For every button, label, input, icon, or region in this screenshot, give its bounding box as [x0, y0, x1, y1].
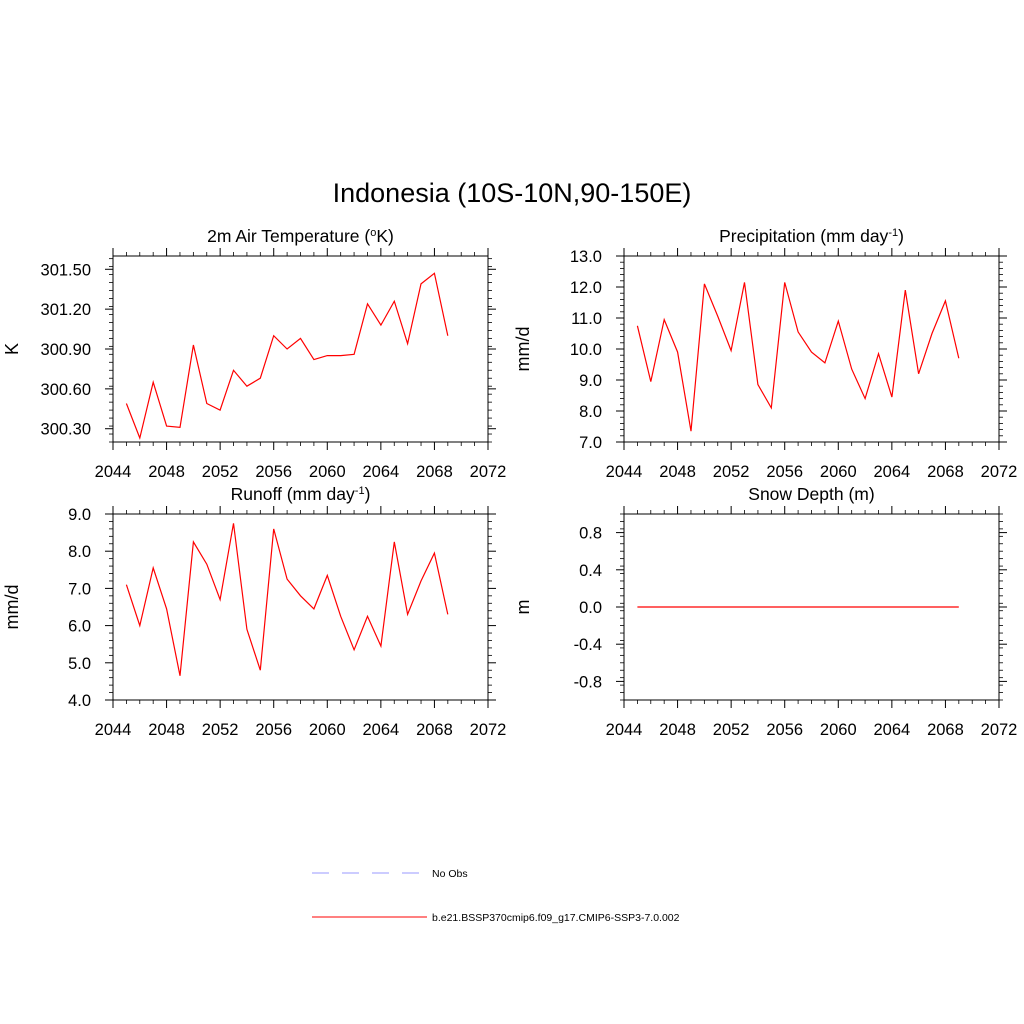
- temperature-xtick-label: 2068: [416, 463, 453, 481]
- precipitation-xtick-label: 2044: [606, 463, 643, 481]
- precipitation-title-main: Precipitation (mm day: [719, 226, 888, 246]
- snow-depth-xtick-label: 2064: [873, 721, 910, 739]
- snow-depth-ytick-label: 0.8: [579, 525, 602, 543]
- precipitation-ytick-label: 12.0: [570, 279, 602, 297]
- precipitation-xtick-label: 2060: [820, 463, 857, 481]
- precipitation-ytick-label: 10.0: [570, 341, 602, 359]
- snow-depth-ytick-label: 0.0: [579, 599, 602, 617]
- runoff-ylabel: mm/d: [2, 585, 22, 630]
- temperature-xtick-label: 2064: [362, 463, 399, 481]
- runoff-title-main: Runoff (mm day: [231, 484, 355, 504]
- temperature-xtick-label: 2056: [255, 463, 292, 481]
- runoff-xtick-label: 2072: [470, 721, 507, 739]
- runoff-ytick-label: 9.0: [68, 506, 91, 524]
- runoff-ytick-label: 7.0: [68, 580, 91, 598]
- precipitation-xtick-label: 2056: [766, 463, 803, 481]
- precipitation-ytick-label: 8.0: [579, 403, 602, 421]
- runoff-ytick-label: 4.0: [68, 692, 91, 710]
- snow-depth-xtick-label: 2044: [606, 721, 643, 739]
- snow-depth-xtick-label: 2060: [820, 721, 857, 739]
- snow-depth-ylabel: m: [513, 600, 533, 615]
- precipitation-title-sup: -1: [888, 227, 898, 239]
- temperature-ytick-label: 301.20: [41, 301, 91, 319]
- temperature-ytick-label: 300.60: [41, 381, 91, 399]
- main-title: Indonesia (10S-10N,90-150E): [333, 178, 692, 208]
- runoff-xtick-label: 2048: [148, 721, 185, 739]
- runoff-ytick-label: 5.0: [68, 655, 91, 673]
- legend-label-2: b.e21.BSSP370cmip6.f09_g17.CMIP6-SSP3-7.…: [432, 912, 680, 924]
- precipitation-xtick-label: 2072: [981, 463, 1018, 481]
- temperature-title-end: K): [376, 226, 394, 246]
- snow-depth-title: Snow Depth (m): [748, 484, 874, 504]
- temperature-xtick-label: 2052: [202, 463, 239, 481]
- precipitation-xtick-label: 2068: [927, 463, 964, 481]
- runoff-xtick-label: 2068: [416, 721, 453, 739]
- panel-temperature: 2m Air Temperature (oK) 2044 2048 2052 2056 2…: [2, 226, 506, 481]
- snow-depth-xtick-label: 2072: [981, 721, 1018, 739]
- snow-depth-ytick-label: 0.4: [579, 562, 602, 580]
- runoff-xtick-label: 2044: [95, 721, 132, 739]
- snow-depth-ytick-label: -0.8: [574, 673, 602, 691]
- precipitation-plot-frame: [623, 255, 1000, 443]
- snow-depth-title-main: Snow Depth (m): [748, 484, 874, 504]
- precipitation-series-line: [636, 282, 960, 432]
- runoff-title-end: ): [365, 484, 371, 504]
- temperature-title-main: 2m Air Temperature (: [207, 226, 370, 246]
- precipitation-xtick-label: 2048: [659, 463, 696, 481]
- temperature-title: 2m Air Temperature (oK): [207, 226, 394, 246]
- snow-depth-xtick-label: 2048: [659, 721, 696, 739]
- temperature-xtick-label: 2048: [148, 463, 185, 481]
- precipitation-xtick-label: 2064: [873, 463, 910, 481]
- precipitation-title: Precipitation (mm day-1): [719, 226, 904, 246]
- panel-runoff: Runoff (mm day-1) 2044 2048 2052 2056 2060 206…: [2, 484, 506, 739]
- runoff-series-line: [125, 523, 449, 676]
- panel-snow-depth: Snow Depth (m) 2044 2048 2052 2056 2060 2064 20…: [513, 484, 1017, 739]
- precipitation-ytick-label: 13.0: [570, 248, 602, 266]
- runoff-xtick-label: 2060: [309, 721, 346, 739]
- precipitation-ytick-label: 9.0: [579, 372, 602, 390]
- snow-depth-xtick-label: 2052: [713, 721, 750, 739]
- snow-depth-xtick-label: 2056: [766, 721, 803, 739]
- runoff-title-sup: -1: [355, 485, 365, 497]
- temperature-plot-frame: [112, 255, 489, 443]
- precipitation-ylabel: mm/d: [513, 327, 533, 372]
- snow-depth-ytick-label: -0.4: [574, 636, 602, 654]
- runoff-xtick-label: 2052: [202, 721, 239, 739]
- temperature-xtick-label: 2060: [309, 463, 346, 481]
- temperature-ylabel: K: [2, 343, 22, 355]
- precipitation-title-end: ): [898, 226, 904, 246]
- temperature-title-sup: o: [370, 227, 376, 239]
- temperature-ytick-label: 301.50: [41, 261, 91, 279]
- runoff-ytick-label: 8.0: [68, 543, 91, 561]
- temperature-ytick-label: 300.30: [41, 421, 91, 439]
- precipitation-xtick-label: 2052: [713, 463, 750, 481]
- precipitation-ytick-label: 7.0: [579, 434, 602, 452]
- temperature-xtick-label: 2044: [95, 463, 132, 481]
- runoff-plot-frame: [112, 513, 489, 701]
- precipitation-ytick-label: 11.0: [571, 310, 602, 328]
- temperature-ytick-label: 300.90: [41, 341, 91, 359]
- temperature-series-line: [125, 272, 449, 441]
- panels: 2m Air Temperature (oK)2044 2048 2052 2056 2…: [2, 226, 1017, 739]
- temperature-xtick-label: 2072: [470, 463, 507, 481]
- snow-depth-xtick-label: 2068: [927, 721, 964, 739]
- runoff-xtick-label: 2056: [255, 721, 292, 739]
- runoff-title: Runoff (mm day-1): [231, 484, 371, 504]
- panel-precipitation: Precipitation (mm day-1) 2044 2048 2052 2056…: [513, 226, 1017, 481]
- legend: No Obs b.e21.BSSP370cmip6.f09_g17.CMIP6-S…: [312, 868, 680, 924]
- runoff-ytick-label: 6.0: [68, 618, 91, 636]
- legend-label-1: No Obs: [432, 868, 468, 880]
- runoff-xtick-label: 2064: [362, 721, 399, 739]
